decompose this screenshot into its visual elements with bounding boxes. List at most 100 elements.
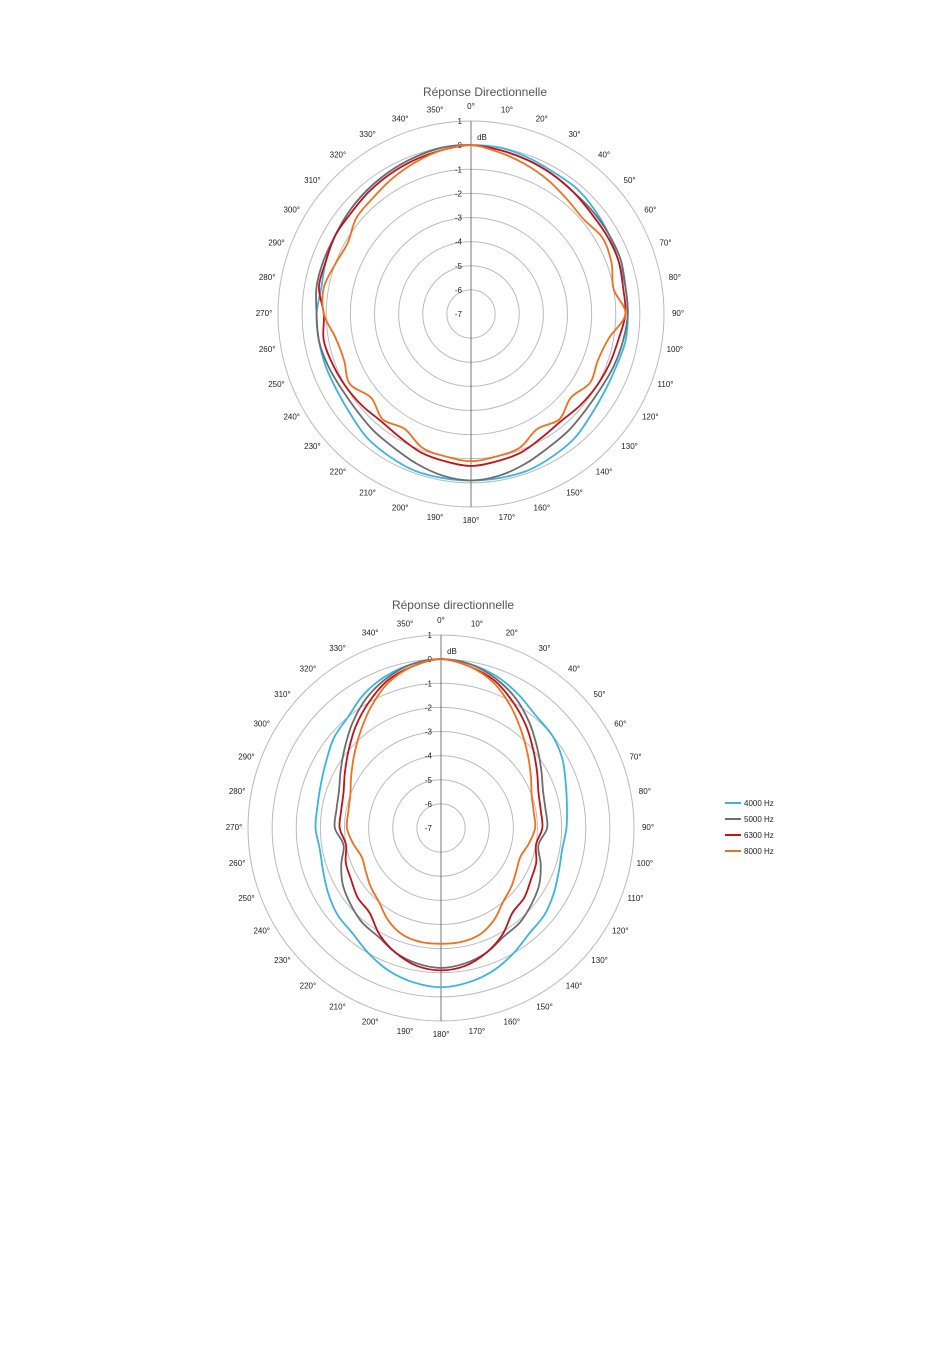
angle-label: 70° bbox=[629, 752, 641, 761]
angle-label: 180° bbox=[433, 1030, 450, 1039]
r-tick-label: -7 bbox=[425, 824, 433, 833]
angle-label: 190° bbox=[397, 1027, 414, 1036]
angle-label: 160° bbox=[534, 504, 551, 513]
r-tick-label: -4 bbox=[425, 752, 433, 761]
r-tick-label: -1 bbox=[455, 165, 463, 174]
angle-label: 170° bbox=[499, 513, 516, 522]
angle-label: 350° bbox=[427, 105, 444, 114]
angle-label: 240° bbox=[253, 927, 270, 936]
angle-label: 240° bbox=[283, 413, 300, 422]
angle-label: 310° bbox=[274, 690, 291, 699]
r-tick-label: -1 bbox=[425, 679, 433, 688]
angle-label: 80° bbox=[669, 273, 681, 282]
angle-label: 320° bbox=[300, 665, 317, 674]
angle-label: 250° bbox=[238, 894, 255, 903]
angle-label: 10° bbox=[501, 105, 513, 114]
angle-label: 210° bbox=[359, 488, 376, 497]
angle-label: 40° bbox=[598, 151, 610, 160]
angle-label: 300° bbox=[253, 720, 270, 729]
angle-label: 260° bbox=[259, 345, 276, 354]
r-tick-label: 1 bbox=[458, 117, 463, 126]
angle-label: 340° bbox=[362, 629, 379, 638]
angle-label: 120° bbox=[612, 927, 629, 936]
r-tick-label: -7 bbox=[455, 310, 463, 319]
angle-label: 140° bbox=[596, 468, 613, 477]
angle-label: 330° bbox=[359, 130, 376, 139]
legend-label: 4000 Hz bbox=[744, 799, 774, 808]
angle-label: 230° bbox=[274, 956, 291, 965]
r-tick-label: -4 bbox=[455, 238, 463, 247]
angle-label: 350° bbox=[397, 619, 414, 628]
r-tick-label: -3 bbox=[455, 214, 463, 223]
angle-label: 50° bbox=[594, 690, 606, 699]
angle-label: 110° bbox=[658, 380, 674, 389]
series-line bbox=[338, 658, 544, 972]
angle-label: 280° bbox=[229, 787, 246, 796]
angle-label: 130° bbox=[591, 956, 608, 965]
angle-label: 80° bbox=[639, 787, 651, 796]
angle-label: 0° bbox=[437, 616, 445, 625]
angle-label: 330° bbox=[329, 644, 346, 653]
angle-label: 120° bbox=[642, 413, 659, 422]
angle-label: 290° bbox=[238, 752, 255, 761]
r-tick-label: -5 bbox=[455, 262, 463, 271]
r-tick-label: -3 bbox=[425, 728, 433, 737]
series-line bbox=[345, 658, 537, 945]
angle-label: 280° bbox=[259, 273, 276, 282]
angle-label: 100° bbox=[637, 859, 654, 868]
angle-label: 110° bbox=[628, 894, 644, 903]
series-line bbox=[314, 658, 568, 989]
legend-label: 6300 Hz bbox=[744, 831, 774, 840]
angle-label: 100° bbox=[667, 345, 684, 354]
chart-title: Réponse Directionnelle bbox=[423, 85, 547, 99]
angle-label: 140° bbox=[566, 982, 583, 991]
angle-label: 200° bbox=[392, 504, 409, 513]
angle-label: 10° bbox=[471, 619, 483, 628]
angle-label: 40° bbox=[568, 665, 580, 674]
angle-label: 210° bbox=[329, 1002, 346, 1011]
angle-label: 250° bbox=[268, 380, 285, 389]
series-line bbox=[333, 658, 549, 969]
angle-label: 320° bbox=[330, 151, 347, 160]
angle-label: 230° bbox=[304, 442, 321, 451]
angle-label: 170° bbox=[469, 1027, 486, 1036]
axis-label: dB bbox=[477, 133, 487, 142]
angle-label: 270° bbox=[256, 309, 273, 318]
r-tick-label: -6 bbox=[455, 286, 463, 295]
angle-label: 30° bbox=[568, 130, 580, 139]
angle-label: 290° bbox=[268, 238, 285, 247]
axis-label: dB bbox=[447, 647, 457, 656]
angle-label: 20° bbox=[506, 629, 518, 638]
angle-label: 30° bbox=[538, 644, 550, 653]
r-tick-label: 1 bbox=[428, 631, 433, 640]
angle-label: 310° bbox=[304, 176, 321, 185]
angle-label: 70° bbox=[659, 238, 671, 247]
r-tick-label: -6 bbox=[425, 800, 433, 809]
series-line bbox=[321, 144, 627, 463]
r-tick-label: -2 bbox=[455, 189, 463, 198]
r-tick-label: -5 bbox=[425, 776, 433, 785]
angle-label: 190° bbox=[427, 513, 444, 522]
angle-label: 180° bbox=[463, 516, 480, 525]
angle-label: 90° bbox=[642, 823, 654, 832]
angle-label: 160° bbox=[504, 1018, 521, 1027]
legend-label: 5000 Hz bbox=[744, 815, 774, 824]
angle-label: 340° bbox=[392, 115, 409, 124]
angle-label: 60° bbox=[614, 720, 626, 729]
angle-label: 150° bbox=[536, 1002, 553, 1011]
angle-label: 150° bbox=[566, 488, 583, 497]
chart-title: Réponse directionnelle bbox=[392, 598, 514, 612]
legend-label: 8000 Hz bbox=[744, 847, 774, 856]
angle-label: 0° bbox=[467, 102, 475, 111]
angle-label: 260° bbox=[229, 859, 246, 868]
angle-label: 270° bbox=[226, 823, 243, 832]
angle-label: 20° bbox=[536, 115, 548, 124]
angle-label: 50° bbox=[624, 176, 636, 185]
series-line bbox=[318, 144, 627, 467]
angle-label: 200° bbox=[362, 1018, 379, 1027]
angle-label: 130° bbox=[621, 442, 638, 451]
angle-label: 220° bbox=[300, 982, 317, 991]
angle-label: 220° bbox=[330, 468, 347, 477]
